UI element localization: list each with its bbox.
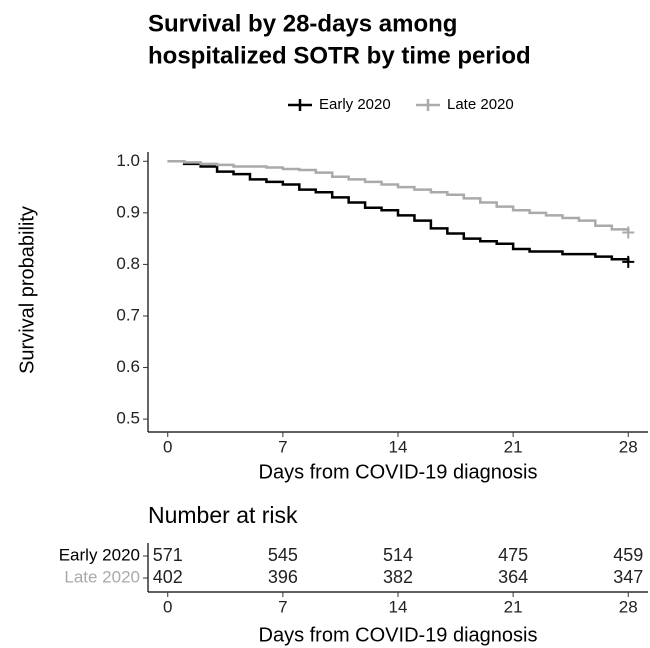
x-tick-label: 28 [619, 597, 638, 616]
y-tick-label: 0.7 [116, 305, 140, 324]
x-tick-label: 21 [504, 597, 523, 616]
y-tick-label: 0.8 [116, 254, 140, 273]
legend-label: Late 2020 [447, 96, 514, 113]
y-tick-label: 0.6 [116, 357, 140, 376]
risk-count: 382 [383, 567, 413, 587]
risk-count: 545 [268, 545, 298, 565]
legend-swatch [288, 99, 312, 111]
x-tick-label: 0 [163, 597, 172, 616]
x-tick-label: 28 [619, 437, 638, 456]
x-tick-label: 0 [163, 437, 172, 456]
risk-count: 402 [153, 567, 183, 587]
y-tick-label: 1.0 [116, 151, 140, 170]
chart-title: Survival by 28-days among [148, 10, 457, 37]
legend-swatch [416, 99, 440, 111]
risk-count: 364 [498, 567, 528, 587]
censor-mark [622, 255, 635, 268]
risk-count: 396 [268, 567, 298, 587]
risk-count: 514 [383, 545, 413, 565]
x-axis-title: Days from COVID-19 diagnosis [259, 461, 538, 483]
risk-count: 571 [153, 545, 183, 565]
survival-curve [167, 160, 630, 233]
x-tick-label: 21 [504, 437, 523, 456]
y-axis-title: Survival probability [16, 206, 38, 374]
censor-mark [622, 226, 635, 239]
x-tick-label: 7 [278, 597, 287, 616]
table-title: Number at risk [148, 502, 298, 528]
risk-count: 475 [498, 545, 528, 565]
chart-title: hospitalized SOTR by time period [148, 42, 531, 69]
x-tick-label: 14 [389, 597, 408, 616]
risk-count: 459 [613, 545, 643, 565]
x-axis-title: Days from COVID-19 diagnosis [259, 624, 538, 646]
x-tick-label: 7 [278, 437, 287, 456]
x-tick-label: 14 [389, 437, 408, 456]
survival-curve [167, 160, 630, 262]
row-label: Early 2020 [59, 545, 140, 564]
row-label: Late 2020 [64, 567, 140, 586]
y-tick-label: 0.9 [116, 202, 140, 221]
risk-count: 347 [613, 567, 643, 587]
y-tick-label: 0.5 [116, 409, 140, 428]
legend-label: Early 2020 [319, 96, 391, 113]
